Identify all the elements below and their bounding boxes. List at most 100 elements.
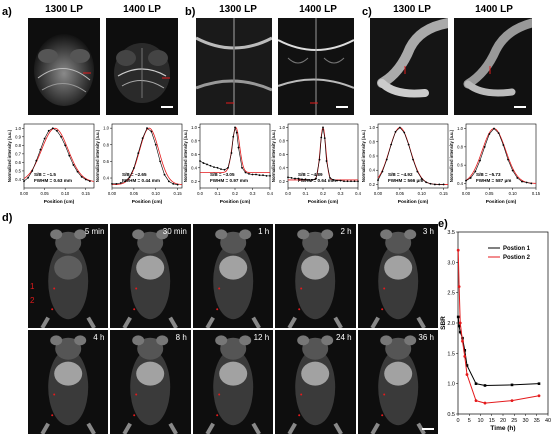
roi-marker bbox=[300, 393, 303, 396]
mouse-ear bbox=[156, 335, 169, 346]
time-frame: 8 h bbox=[110, 330, 191, 434]
title-a-1300: 1300 LP bbox=[45, 4, 83, 15]
mouse-torso bbox=[295, 243, 336, 320]
profile-point bbox=[115, 182, 118, 185]
y-tick-label: 0.6 bbox=[457, 163, 463, 168]
y-axis-label: Normalized intensity (a.u.) bbox=[449, 129, 454, 182]
liver-signal bbox=[218, 361, 247, 386]
mouse-torso bbox=[212, 243, 253, 320]
profile-point bbox=[297, 177, 300, 180]
y-tick-label: 0.9 bbox=[15, 134, 21, 139]
mouse-head bbox=[137, 231, 164, 254]
y-tick-label: 0.2 bbox=[369, 182, 375, 187]
gaussian-fit-line bbox=[111, 127, 183, 186]
mouse-leg bbox=[86, 422, 96, 434]
panel-label-d: d) bbox=[2, 212, 13, 224]
profile-line bbox=[112, 127, 178, 185]
x-tick-label: 0.10 bbox=[418, 191, 427, 196]
profile-point bbox=[251, 173, 254, 176]
mouse-torso bbox=[295, 349, 336, 426]
mouse-torso bbox=[377, 349, 418, 426]
profile-point bbox=[412, 158, 414, 161]
profile-point bbox=[493, 127, 495, 130]
y-tick-label: 1.0 bbox=[457, 126, 463, 131]
profile-point bbox=[516, 177, 519, 179]
profile-point bbox=[262, 174, 264, 177]
image-c-1300 bbox=[370, 18, 448, 115]
series-line-2 bbox=[457, 250, 540, 404]
profile-point bbox=[403, 131, 406, 134]
series-point-2 bbox=[537, 394, 541, 398]
profile-point bbox=[209, 164, 212, 167]
mouse-torso bbox=[212, 349, 253, 426]
mouse-ear bbox=[297, 335, 310, 346]
roi-marker bbox=[133, 308, 136, 311]
x-tick-label: 0.15 bbox=[532, 191, 540, 196]
x-tick-label: 0.05 bbox=[130, 191, 139, 196]
y-tick-label: 0.8 bbox=[191, 138, 197, 143]
time-label: 36 h bbox=[418, 333, 434, 342]
time-frame: 2 h bbox=[275, 224, 356, 328]
profile-point bbox=[269, 174, 271, 177]
title-b-1300: 1300 LP bbox=[219, 4, 257, 15]
profile-point bbox=[244, 171, 247, 174]
time-frame: 24 h bbox=[275, 330, 356, 434]
y-axis-label: Normalized intensity (a.u.) bbox=[361, 129, 366, 182]
y-tick-label: 1.0 bbox=[15, 126, 21, 131]
profile-point bbox=[287, 176, 289, 179]
plot-annotation: S/B = ~2.65 bbox=[122, 172, 147, 177]
mouse-leg bbox=[287, 422, 298, 434]
mouse-leg bbox=[168, 422, 179, 434]
time-frame: 12 h bbox=[192, 330, 274, 434]
profile-point bbox=[294, 177, 296, 180]
liver-signal bbox=[136, 361, 165, 386]
profile-point bbox=[154, 143, 157, 146]
x-tick-label: 0.05 bbox=[485, 191, 494, 196]
plot-annotation: S/B = ~4.92 bbox=[388, 172, 413, 177]
y-tick-label: 1.0 bbox=[191, 125, 197, 130]
mouse-body-1400-b bbox=[278, 18, 354, 115]
y-tick-label: 1.0 bbox=[447, 382, 455, 388]
mouse-leg bbox=[333, 422, 344, 434]
y-tick-label: 2.0 bbox=[447, 321, 455, 327]
roi-marker bbox=[133, 414, 136, 417]
mouse-head-1400-a bbox=[114, 43, 173, 108]
scale-bar-a bbox=[161, 106, 173, 108]
profile-plot-c-1300: 0.00 0.05 0.10 0.15 0.2 0.4 0.6 0.8 1.0 Position … bbox=[361, 123, 448, 205]
x-tick-label: 0.0 bbox=[197, 191, 203, 196]
y-tick-label: 0.2 bbox=[279, 179, 285, 184]
legend-label: Postion 2 bbox=[503, 255, 531, 261]
plot-frame bbox=[23, 123, 95, 189]
profile-point bbox=[199, 160, 201, 162]
y-tick-label: 0.8 bbox=[15, 143, 21, 148]
mouse-head-1300-a bbox=[34, 34, 94, 106]
series-point-1 bbox=[457, 324, 461, 328]
time-series-grid: 5 min 1 2 30 min 1 h 2 h 3 h 4 h 8 h 12 h 24 h 36 h bbox=[28, 224, 440, 434]
roi-marker bbox=[215, 414, 218, 417]
plot-frame bbox=[111, 123, 183, 189]
y-tick-label: 0.4 bbox=[279, 165, 285, 170]
profile-point bbox=[308, 179, 310, 181]
profile-plot-b-1300: 0.0 0.1 0.2 0.3 0.4 0.2 0.4 0.6 0.8 1.0 Position (… bbox=[183, 123, 274, 205]
y-tick-label: 0.8 bbox=[103, 142, 109, 147]
profile-point bbox=[111, 182, 113, 185]
gaussian-fit-line bbox=[465, 128, 537, 184]
mouse-body-image bbox=[205, 229, 261, 328]
profile-point bbox=[128, 176, 131, 179]
profile-point bbox=[390, 143, 393, 146]
profile-point bbox=[241, 166, 243, 169]
profile-line bbox=[199, 127, 270, 177]
y-tick-label: 2.5 bbox=[447, 291, 455, 297]
profile-point bbox=[329, 176, 331, 179]
x-tick-label: 35 bbox=[534, 418, 540, 424]
liver-signal bbox=[383, 361, 412, 386]
profile-point bbox=[311, 179, 314, 181]
sbr-time-chart: 0 5 10 15 20 25 30 35 40 0.5 1.0 1.5 2.0 2.5 3.0 3.5 Tim… bbox=[440, 230, 551, 432]
mouse-leg bbox=[251, 422, 261, 434]
mouse-ear bbox=[379, 229, 392, 240]
profile-point bbox=[438, 183, 441, 186]
y-axis-label: Normalized intensity (a.u.) bbox=[7, 129, 12, 182]
time-label: 8 h bbox=[175, 333, 187, 342]
time-frame: 3 h bbox=[357, 224, 438, 328]
profile-point bbox=[343, 180, 345, 183]
